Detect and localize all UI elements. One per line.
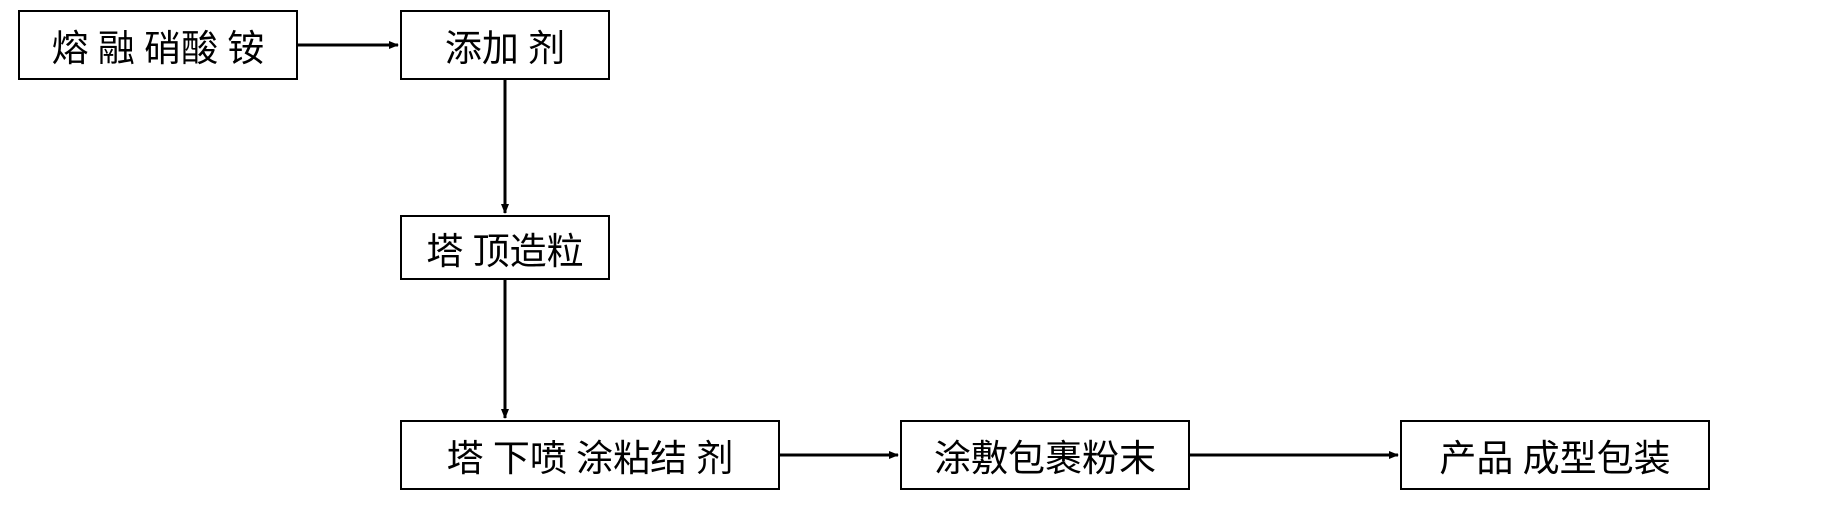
node-additive: 添加 剂 xyxy=(400,10,610,80)
node-label: 产品 成型包装 xyxy=(1439,428,1670,482)
node-tower-top-granulation: 塔 顶造粒 xyxy=(400,215,610,280)
node-label: 涂敷包裹粉末 xyxy=(934,428,1156,482)
node-label: 添加 剂 xyxy=(445,18,565,72)
node-label: 塔 顶造粒 xyxy=(426,221,583,275)
node-label: 塔 下喷 涂粘结 剂 xyxy=(447,428,734,482)
node-coating-powder: 涂敷包裹粉末 xyxy=(900,420,1190,490)
node-molten-ammonium-nitrate: 熔 融 硝酸 铵 xyxy=(18,10,298,80)
flowchart-canvas: 熔 融 硝酸 铵 添加 剂 塔 顶造粒 塔 下喷 涂粘结 剂 涂敷包裹粉末 产品… xyxy=(0,0,1835,517)
node-product-packaging: 产品 成型包装 xyxy=(1400,420,1710,490)
node-label: 熔 融 硝酸 铵 xyxy=(52,18,265,72)
node-tower-bottom-spray-binder: 塔 下喷 涂粘结 剂 xyxy=(400,420,780,490)
